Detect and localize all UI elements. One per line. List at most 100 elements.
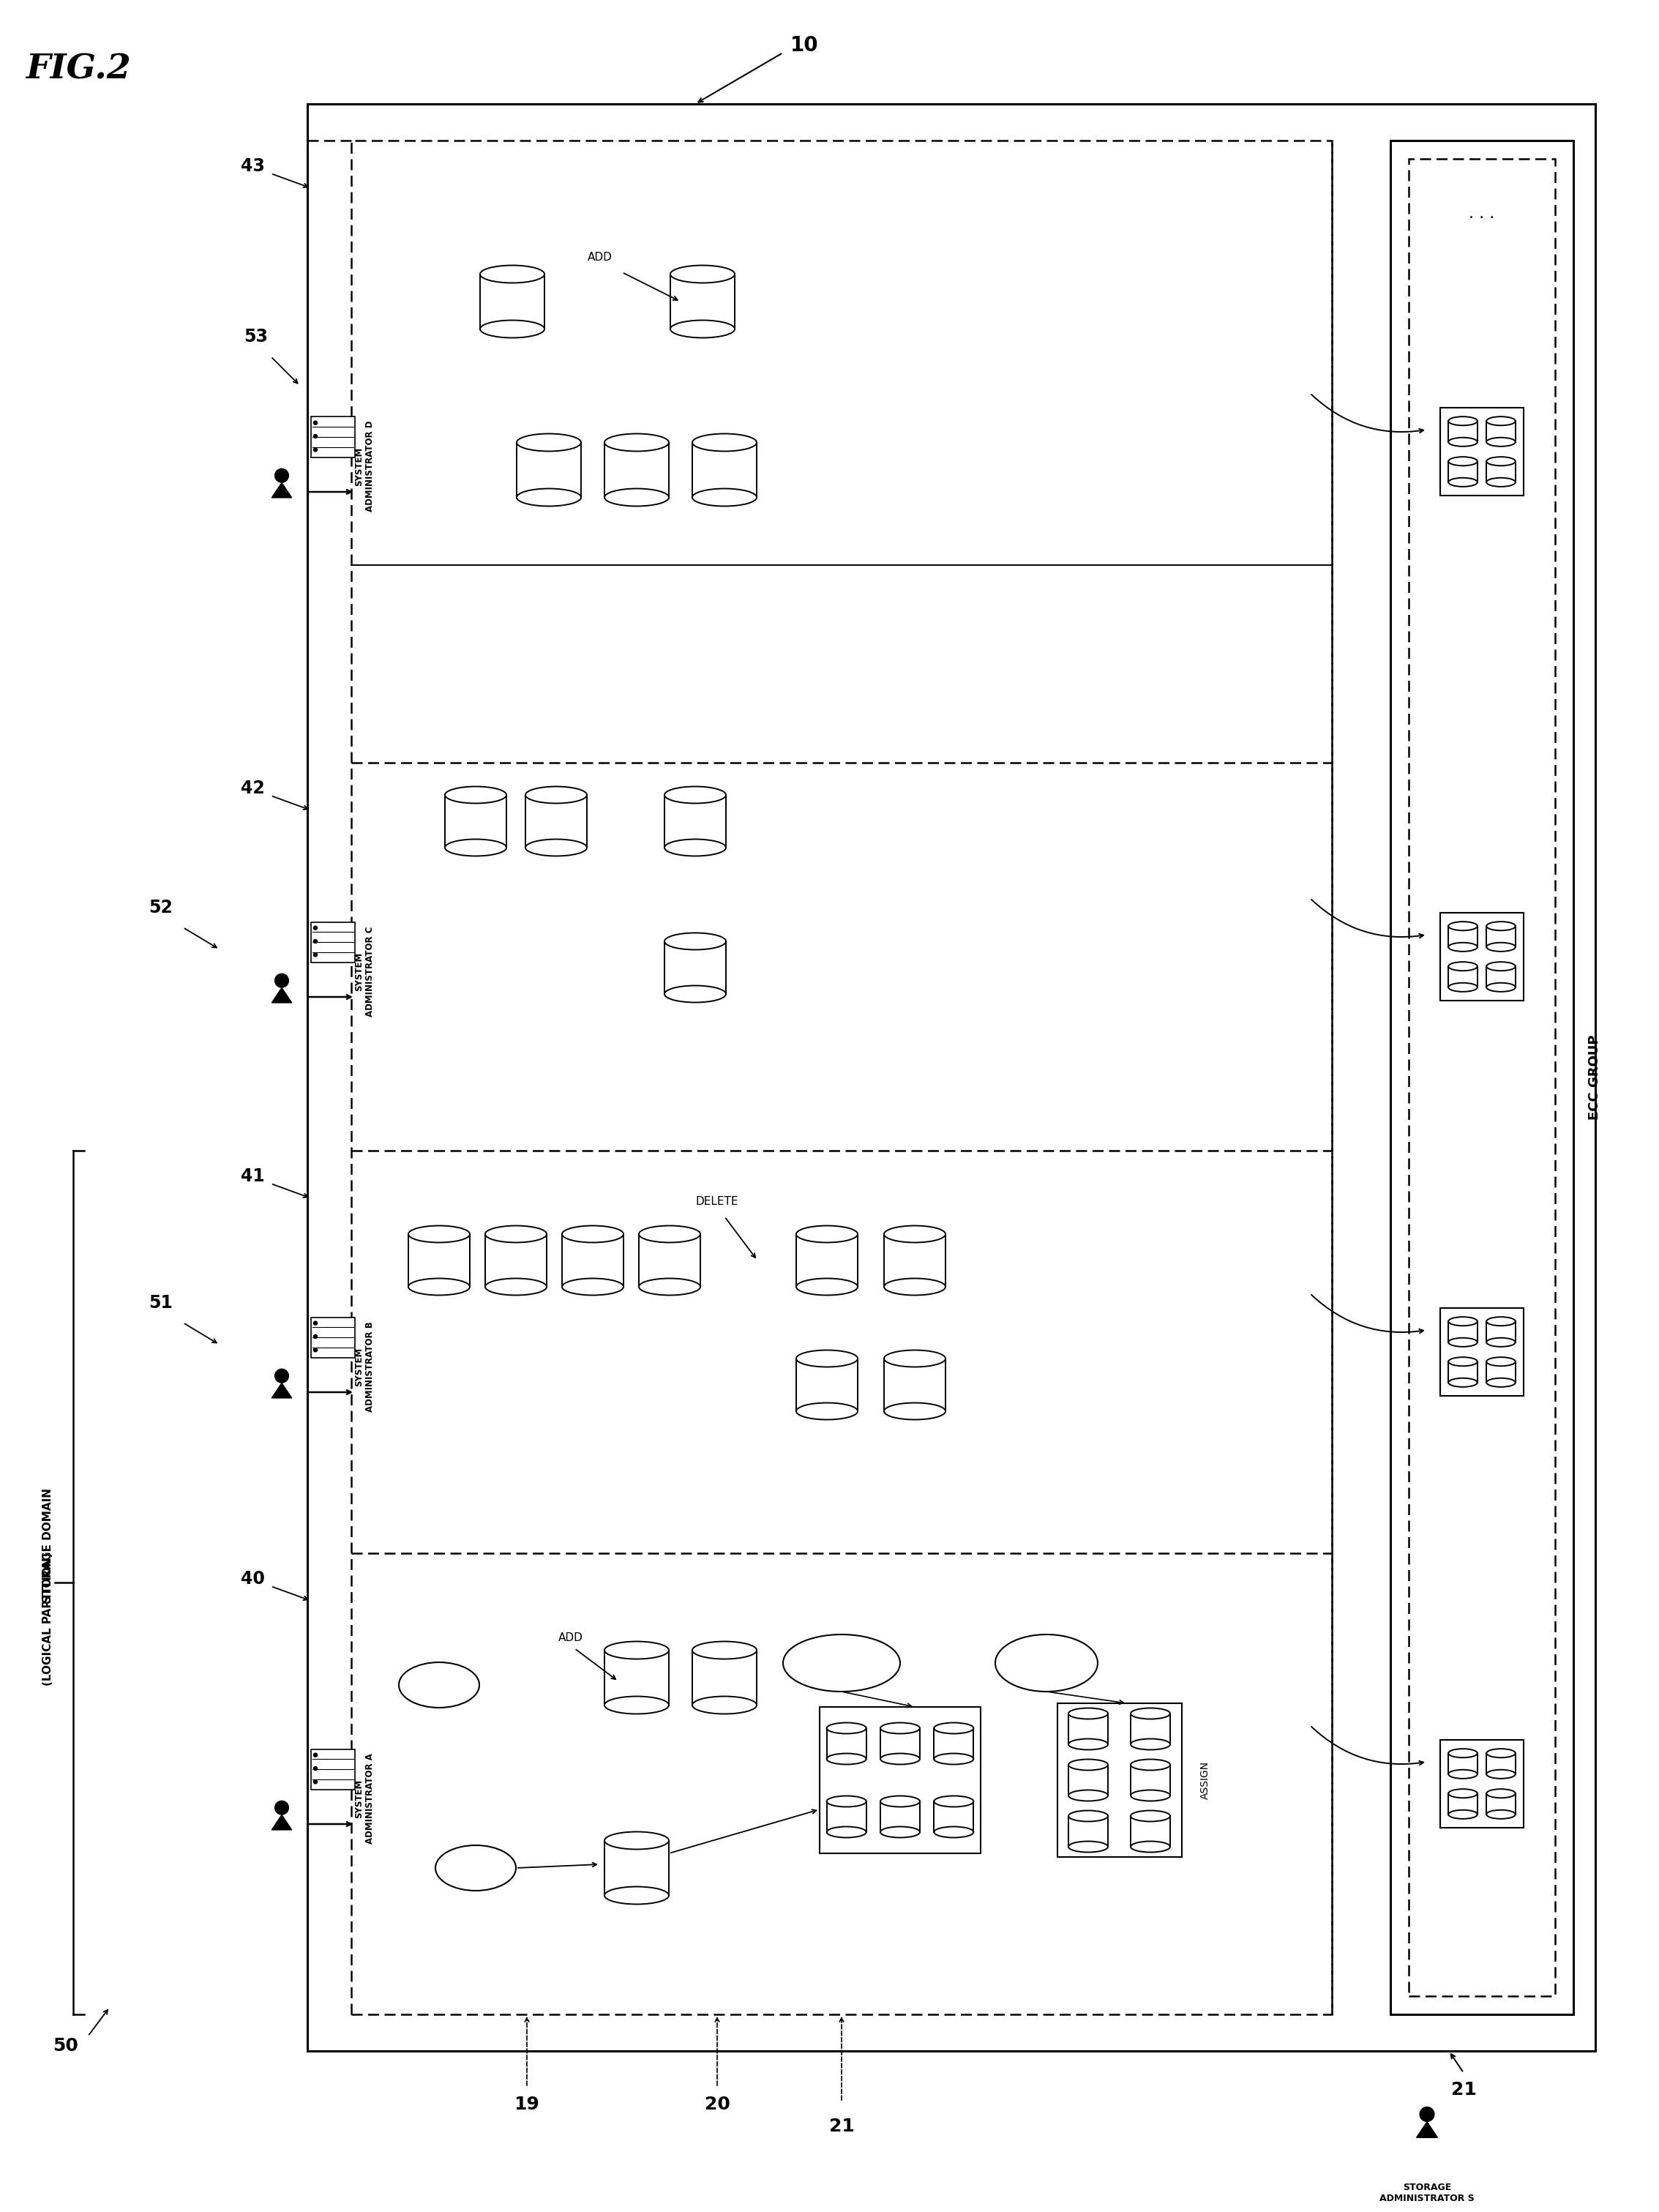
- Text: 20: 20: [705, 2095, 730, 2112]
- Ellipse shape: [604, 1887, 669, 1905]
- Ellipse shape: [1486, 962, 1515, 971]
- Bar: [1486, 462, 1515, 482]
- Ellipse shape: [408, 1225, 469, 1243]
- Circle shape: [314, 1767, 317, 1770]
- Bar: [1448, 1754, 1477, 1774]
- Text: DELETE: DELETE: [695, 1197, 738, 1208]
- Bar: [665, 942, 727, 993]
- Ellipse shape: [1448, 1316, 1477, 1325]
- Text: 19: 19: [514, 2095, 539, 2112]
- Bar: [1408, 159, 1554, 1995]
- Ellipse shape: [526, 787, 587, 803]
- Circle shape: [314, 1754, 317, 1756]
- Bar: [479, 274, 544, 330]
- Text: CVS/LUSE: CVS/LUSE: [815, 1659, 869, 1668]
- Bar: [1131, 1765, 1170, 1796]
- Bar: [1131, 1816, 1170, 1847]
- Circle shape: [275, 469, 289, 482]
- Bar: [884, 1234, 946, 1287]
- Bar: [1068, 1714, 1108, 1745]
- Text: STORAGE
ADMINISTRATOR S: STORAGE ADMINISTRATOR S: [1380, 2183, 1475, 2203]
- Ellipse shape: [934, 1723, 974, 1734]
- Text: STORAGE DOMAIN: STORAGE DOMAIN: [41, 1489, 53, 1604]
- Ellipse shape: [604, 1641, 669, 1659]
- Ellipse shape: [526, 838, 587, 856]
- Text: 50: 50: [53, 2037, 78, 2055]
- Text: ADD: ADD: [587, 252, 612, 263]
- Bar: [1448, 462, 1477, 482]
- Ellipse shape: [884, 1402, 946, 1420]
- Ellipse shape: [884, 1349, 946, 1367]
- Bar: [310, 922, 355, 962]
- Ellipse shape: [1131, 1790, 1170, 1801]
- Ellipse shape: [826, 1827, 866, 1838]
- Bar: [307, 104, 1596, 2051]
- Text: 52: 52: [149, 898, 173, 916]
- Bar: [1486, 1794, 1515, 1814]
- Ellipse shape: [484, 1279, 547, 1296]
- Bar: [1131, 1714, 1170, 1745]
- Bar: [1440, 1741, 1523, 1827]
- Ellipse shape: [1448, 962, 1477, 971]
- Text: LDEV: LDEV: [460, 1863, 493, 1874]
- Ellipse shape: [1068, 1739, 1108, 1750]
- Ellipse shape: [1486, 1770, 1515, 1778]
- Bar: [934, 1728, 974, 1759]
- Polygon shape: [1417, 2121, 1438, 2137]
- Ellipse shape: [1448, 1750, 1477, 1759]
- Bar: [1486, 1754, 1515, 1774]
- Text: 21: 21: [830, 2117, 854, 2135]
- Circle shape: [314, 953, 317, 956]
- Text: ECC GROUP: ECC GROUP: [1588, 1035, 1601, 1119]
- Bar: [881, 1728, 919, 1759]
- Text: SYSTEM
ADMINISTRATOR D: SYSTEM ADMINISTRATOR D: [353, 420, 375, 511]
- Text: 43: 43: [241, 157, 264, 175]
- Ellipse shape: [1448, 1378, 1477, 1387]
- Ellipse shape: [1486, 922, 1515, 931]
- Bar: [934, 1801, 974, 1832]
- Bar: [692, 442, 757, 498]
- Bar: [1486, 1363, 1515, 1382]
- Ellipse shape: [1068, 1809, 1108, 1820]
- Ellipse shape: [1131, 1739, 1170, 1750]
- Ellipse shape: [692, 434, 757, 451]
- Ellipse shape: [934, 1754, 974, 1765]
- Ellipse shape: [1068, 1840, 1108, 1851]
- Bar: [826, 1728, 866, 1759]
- Ellipse shape: [796, 1225, 858, 1243]
- Ellipse shape: [484, 1225, 547, 1243]
- Ellipse shape: [1448, 416, 1477, 425]
- Text: SYSTEM
ADMINISTRATOR C: SYSTEM ADMINISTRATOR C: [353, 927, 375, 1018]
- Bar: [1068, 1816, 1108, 1847]
- Bar: [310, 1316, 355, 1358]
- Text: 10: 10: [790, 35, 818, 55]
- Bar: [884, 1358, 946, 1411]
- Circle shape: [314, 1334, 317, 1338]
- Text: LUN: LUN: [426, 1679, 451, 1690]
- Bar: [665, 794, 727, 847]
- Ellipse shape: [1486, 982, 1515, 991]
- Text: 21: 21: [1452, 2081, 1477, 2099]
- Bar: [692, 1650, 757, 1705]
- Ellipse shape: [881, 1754, 919, 1765]
- Text: SYSTEM
ADMINISTRATOR A: SYSTEM ADMINISTRATOR A: [353, 1754, 375, 1845]
- Bar: [1440, 1307, 1523, 1396]
- Ellipse shape: [1448, 438, 1477, 447]
- Bar: [1486, 420, 1515, 442]
- Polygon shape: [272, 1814, 292, 1829]
- Ellipse shape: [1486, 1338, 1515, 1347]
- Text: 53: 53: [244, 327, 269, 345]
- Ellipse shape: [1448, 1790, 1477, 1798]
- Ellipse shape: [692, 1641, 757, 1659]
- Text: . . .: . . .: [1468, 206, 1495, 221]
- Ellipse shape: [826, 1754, 866, 1765]
- Ellipse shape: [1486, 1316, 1515, 1325]
- Bar: [826, 1801, 866, 1832]
- Text: 51: 51: [149, 1294, 173, 1312]
- Ellipse shape: [995, 1635, 1098, 1692]
- Ellipse shape: [1131, 1759, 1170, 1770]
- Ellipse shape: [639, 1279, 700, 1296]
- Text: SYSTEM
ADMINISTRATOR B: SYSTEM ADMINISTRATOR B: [353, 1321, 375, 1411]
- Ellipse shape: [1068, 1790, 1108, 1801]
- Ellipse shape: [479, 265, 544, 283]
